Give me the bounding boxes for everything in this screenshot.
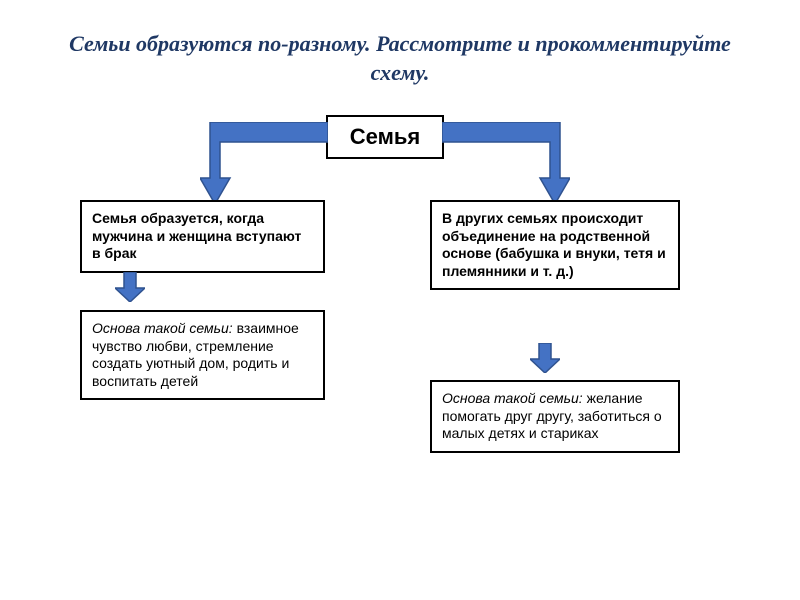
down-arrow-left (115, 272, 145, 302)
root-box: Семья (326, 115, 444, 159)
down-arrow-right (530, 343, 560, 373)
elbow-arrow-left (200, 122, 328, 204)
right-box-basis: Основа такой семьи: желание помогать дру… (430, 380, 680, 453)
slide-title: Семьи образуются по-разному. Рассмотрите… (60, 30, 740, 87)
right-basis-lead: Основа такой семьи: (442, 390, 583, 406)
left-box-formation: Семья образуется, когда мужчина и женщин… (80, 200, 325, 273)
left-basis-lead: Основа такой семьи: (92, 320, 233, 336)
left-box-basis: Основа такой семьи: взаимное чувство люб… (80, 310, 325, 400)
elbow-arrow-right (442, 122, 570, 204)
right-box-formation: В других семьях происходит объединение н… (430, 200, 680, 290)
